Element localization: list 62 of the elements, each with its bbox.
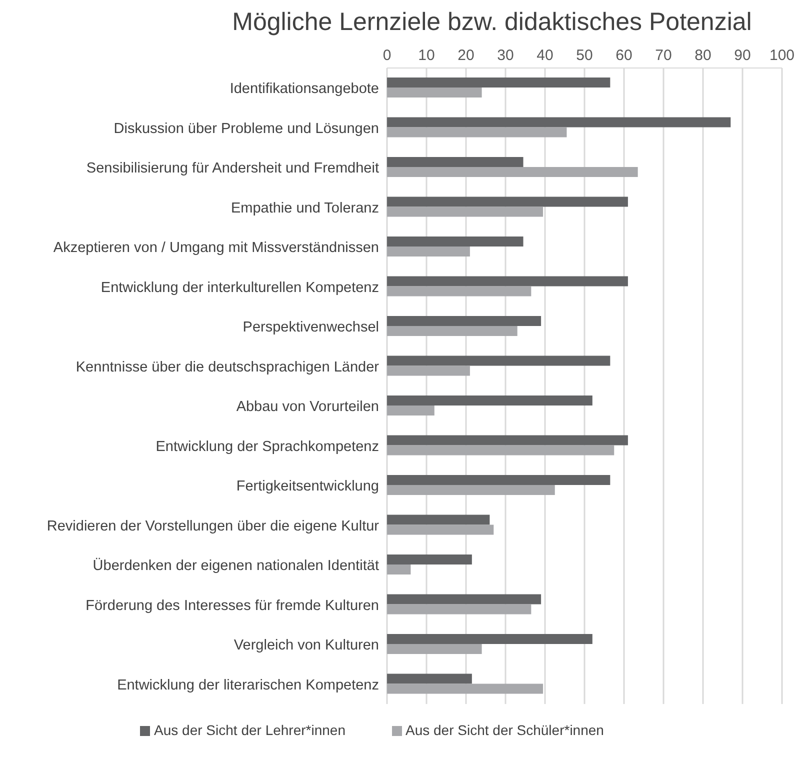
y-tick-label: Diskussion über Probleme und Lösungen (114, 120, 379, 137)
y-tick-label: Entwicklung der Sprachkompetenz (156, 438, 379, 455)
bar (387, 634, 592, 644)
y-tick-label: Perspektivenwechsel (242, 320, 379, 336)
bar (387, 78, 610, 88)
y-tick-label: Vergleich von Kulturen (234, 638, 379, 654)
y-tick-label: Revidieren der Vorstellungen über die eigene Kultur (46, 518, 380, 534)
x-tick-label: 10 (418, 47, 435, 64)
bar (387, 514, 490, 525)
legend-label: Aus der Sicht der Lehrer*innen (154, 722, 346, 738)
bar (387, 366, 470, 376)
bar (387, 246, 470, 257)
x-tick-label: 70 (655, 47, 672, 64)
x-tick-label: 50 (576, 47, 593, 64)
bar (387, 524, 494, 535)
bar (387, 356, 610, 366)
y-tick-label: Identifikationsangebote (230, 81, 379, 98)
bar (387, 157, 524, 168)
y-tick-label: Förderung des Interesses für fremde Kulturen (86, 598, 379, 614)
bar (387, 406, 434, 416)
x-tick-label: 90 (734, 47, 751, 64)
bar (387, 316, 542, 326)
bar (387, 167, 638, 178)
x-tick-label: 80 (694, 47, 712, 64)
bar (387, 594, 542, 604)
bar (387, 88, 482, 98)
x-tick-label: 100 (769, 47, 795, 64)
bar (387, 326, 518, 336)
bar (387, 396, 592, 406)
bar (387, 554, 472, 565)
bar (387, 475, 610, 486)
x-tick-label: 40 (536, 47, 554, 64)
bar (387, 684, 544, 694)
y-tick-label: Entwicklung der literarischen Kompetenz (117, 677, 379, 694)
x-tick-label: 60 (616, 47, 632, 64)
y-tick-label: Abbau von Vorurteilen (236, 399, 379, 416)
bar (387, 564, 411, 575)
x-tick-label: 0 (382, 47, 392, 64)
bar (387, 206, 544, 217)
y-tick-label: Akzeptieren von / Umgang mit Missverständnissen (53, 240, 379, 256)
bar (387, 286, 532, 296)
y-tick-label: Fertigkeitsentwicklung (236, 478, 379, 495)
legend-label: Aus der Sicht der Schüler*innen (406, 722, 604, 738)
x-tick-label: 20 (458, 47, 474, 64)
y-tick-label: Sensibilisierung für Andersheit und Fremdheit (86, 160, 379, 177)
bar (387, 127, 567, 138)
bar (387, 604, 532, 614)
y-tick-label: Kenntnisse über die deutschsprachigen Länder (76, 359, 380, 376)
y-tick-label: Entwicklung der interkulturellen Kompetenz (100, 280, 379, 296)
bar (387, 276, 628, 286)
x-tick-label: 30 (497, 47, 514, 64)
bar (387, 674, 472, 684)
bar (387, 196, 628, 207)
y-tick-label: Empathie und Toleranz (230, 200, 379, 216)
y-tick-label: Überdenken der eigenen nationalen Identität (92, 557, 379, 574)
bar (387, 445, 614, 456)
bar (387, 236, 524, 247)
chart-title: Mögliche Lernziele bzw. didaktisches Potenzial (231, 8, 753, 38)
bar (387, 435, 628, 446)
bar (387, 644, 482, 654)
bar (387, 117, 731, 128)
bar (387, 485, 555, 496)
